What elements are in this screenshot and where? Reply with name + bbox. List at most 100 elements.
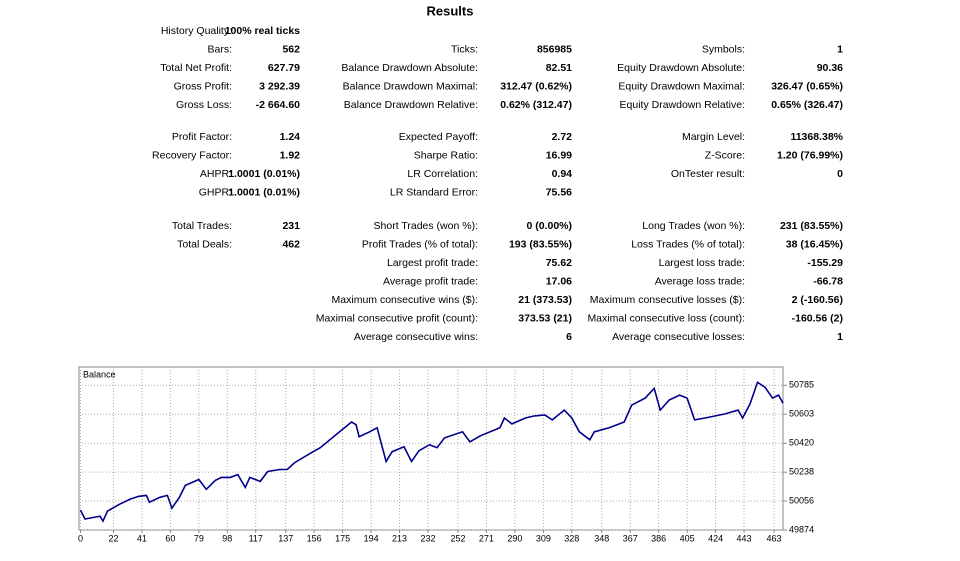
row-label: Expected Payoff: <box>399 131 478 143</box>
balance-line <box>79 381 784 523</box>
row-label: Balance Drawdown Relative: <box>344 99 478 111</box>
row-label: Profit Factor: <box>172 131 232 143</box>
y-tick-label: 50056 <box>789 495 814 505</box>
row-value: 1 <box>837 331 843 343</box>
row-label: Ticks: <box>451 43 478 55</box>
row-label: Gross Loss: <box>176 99 232 111</box>
y-tick-label: 50785 <box>789 380 814 390</box>
row-value: 0 (0.00%) <box>526 220 572 232</box>
x-tick-label: 175 <box>335 533 350 543</box>
chart-frame <box>78 366 784 531</box>
row-label: Largest profit trade: <box>387 257 478 269</box>
row-label: Maximum consecutive wins ($): <box>332 294 478 306</box>
row-value: 82.51 <box>546 62 572 74</box>
row-label: Sharpe Ratio: <box>414 149 478 161</box>
row-value: 1.0001 (0.01%) <box>228 168 300 180</box>
row-value: 1.92 <box>280 149 301 161</box>
row-value: 0 <box>837 168 843 180</box>
row-label: Margin Level: <box>682 131 745 143</box>
x-tick-label: 137 <box>278 533 293 543</box>
row-label: Gross Profit: <box>174 80 232 92</box>
row-value: 562 <box>282 43 300 55</box>
row-label: LR Standard Error: <box>390 186 478 198</box>
x-tick-label: 41 <box>137 533 147 543</box>
row-label: Short Trades (won %): <box>374 220 478 232</box>
row-label: Equity Drawdown Maximal: <box>618 80 745 92</box>
row-value: 3 292.39 <box>259 80 300 92</box>
x-tick-label: 290 <box>507 533 522 543</box>
x-tick-label: 98 <box>222 533 232 543</box>
row-value: 21 (373.53) <box>518 294 572 306</box>
row-value: 0.94 <box>552 168 573 180</box>
x-tick-label: 156 <box>307 533 322 543</box>
row-label: Average loss trade: <box>655 275 745 287</box>
x-tick-label: 194 <box>364 533 379 543</box>
row-value: 2 (-160.56) <box>792 294 843 306</box>
report-title: Results <box>427 3 474 18</box>
row-label: Symbols: <box>702 43 745 55</box>
x-tick-label: 386 <box>651 533 666 543</box>
x-tick-label: 405 <box>680 533 695 543</box>
row-label: Balance Drawdown Maximal: <box>343 80 478 92</box>
row-label: Average consecutive wins: <box>354 331 478 343</box>
row-value: 11368.38% <box>790 131 843 143</box>
row-value: 373.53 (21) <box>518 312 572 324</box>
row-label: Average profit trade: <box>383 275 478 287</box>
row-value: 90.36 <box>817 62 843 74</box>
row-value: -155.29 <box>807 257 843 269</box>
row-value: -66.78 <box>813 275 843 287</box>
row-value: -2 664.60 <box>256 99 301 111</box>
row-value: 75.62 <box>546 257 572 269</box>
row-value: 462 <box>282 238 300 250</box>
x-tick-label: 443 <box>737 533 752 543</box>
row-label: Average consecutive losses: <box>612 331 745 343</box>
row-value: 75.56 <box>546 186 572 198</box>
row-value: 627.79 <box>268 62 300 74</box>
row-label: GHPR: <box>199 186 232 198</box>
x-tick-label: 79 <box>194 533 204 543</box>
x-tick-label: 367 <box>623 533 638 543</box>
row-value: 1 <box>837 43 843 55</box>
row-label: Loss Trades (% of total): <box>631 238 745 250</box>
row-value: 0.62% (312.47) <box>500 99 572 111</box>
x-tick-label: 0 <box>78 533 83 543</box>
x-tick-label: 60 <box>165 533 175 543</box>
row-label: Equity Drawdown Relative: <box>620 99 745 111</box>
row-value: 38 (16.45%) <box>786 238 843 250</box>
row-label: Bars: <box>207 43 232 55</box>
row-value: 1.24 <box>280 131 301 143</box>
row-label: Total Deals: <box>177 238 232 250</box>
row-label: AHPR: <box>200 168 232 180</box>
row-label: Maximal consecutive profit (count): <box>316 312 478 324</box>
row-value: 231 <box>282 220 300 232</box>
row-value: 193 (83.55%) <box>509 238 572 250</box>
row-value: 312.47 (0.62%) <box>500 80 572 92</box>
row-label: Balance Drawdown Absolute: <box>341 62 478 74</box>
x-tick-label: 309 <box>536 533 551 543</box>
y-tick-label: 49874 <box>789 524 814 534</box>
row-label: Maximal consecutive loss (count): <box>587 312 745 324</box>
row-value: 16.99 <box>546 149 572 161</box>
row-value: 231 (83.55%) <box>780 220 843 232</box>
x-tick-label: 348 <box>594 533 609 543</box>
row-label: History Quality: <box>161 25 232 37</box>
row-label: Total Trades: <box>172 220 232 232</box>
row-label: Profit Trades (% of total): <box>362 238 478 250</box>
row-value: 2.72 <box>552 131 573 143</box>
x-tick-label: 252 <box>450 533 465 543</box>
row-value: 0.65% (326.47) <box>771 99 843 111</box>
x-tick-label: 463 <box>766 533 781 543</box>
row-value: 6 <box>566 331 572 343</box>
row-value: 100% real ticks <box>225 25 300 37</box>
row-value: -160.56 (2) <box>792 312 843 324</box>
row-value: 1.0001 (0.01%) <box>228 186 300 198</box>
row-value: 17.06 <box>546 275 572 287</box>
row-label: Maximum consecutive losses ($): <box>590 294 745 306</box>
row-value: 326.47 (0.65%) <box>771 80 843 92</box>
x-tick-label: 424 <box>708 533 723 543</box>
row-label: Recovery Factor: <box>152 149 232 161</box>
row-label: Total Net Profit: <box>160 62 232 74</box>
y-tick-label: 50420 <box>789 438 814 448</box>
